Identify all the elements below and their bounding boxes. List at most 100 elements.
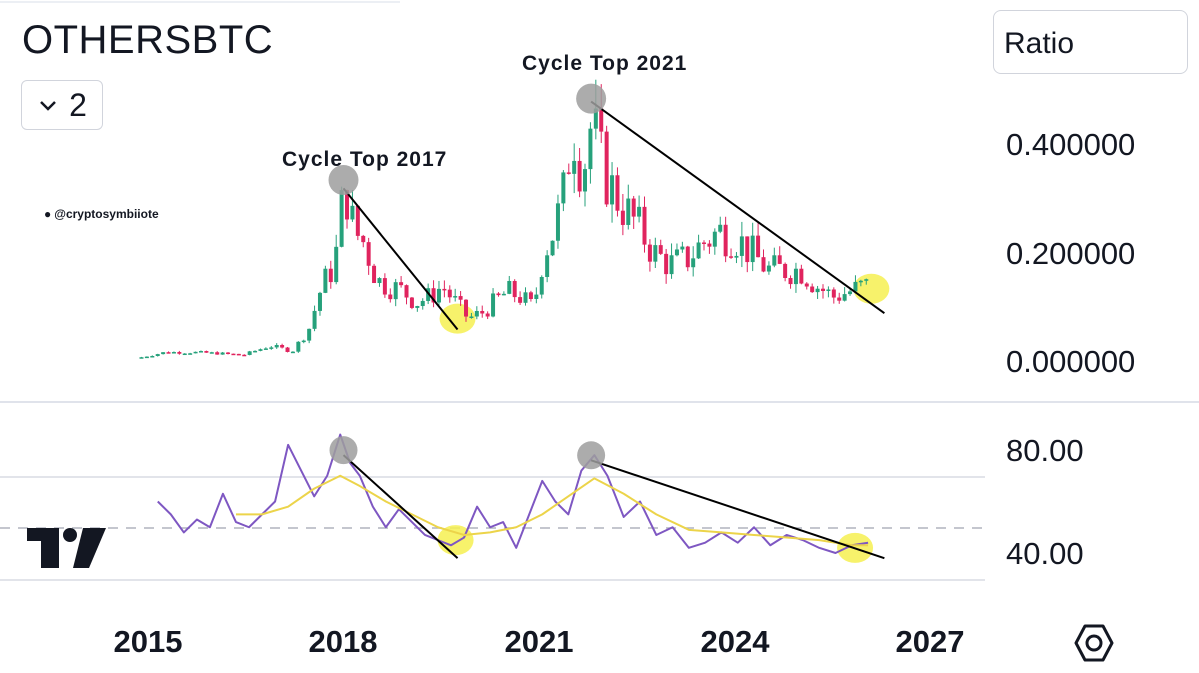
candle-body	[236, 353, 241, 356]
candle-body	[253, 350, 258, 353]
candle-body	[458, 296, 463, 300]
candle-body	[144, 356, 149, 359]
candle-body	[528, 292, 533, 299]
candle-body	[263, 348, 268, 350]
candle-body	[729, 256, 734, 258]
settings-hexagon-icon[interactable]	[1073, 622, 1115, 664]
candle-body	[518, 297, 523, 303]
candle-body	[599, 108, 604, 132]
candle-body	[588, 128, 593, 170]
watermark-text: @cryptosymbiiote	[54, 207, 159, 221]
candle-body	[453, 296, 458, 298]
candle-body	[664, 253, 669, 275]
candle-body	[150, 355, 155, 358]
candle-body	[534, 294, 539, 299]
candle-body	[512, 280, 517, 298]
candle-body	[166, 352, 171, 354]
watermark-icon: ●	[44, 207, 52, 221]
candle-body	[215, 352, 220, 355]
cycle-top-marker	[329, 436, 358, 465]
candle-body	[583, 169, 588, 192]
candle-body	[496, 293, 501, 296]
candle-body	[523, 292, 528, 303]
candle-body	[161, 352, 166, 355]
candle-body	[464, 299, 469, 317]
candle-body	[404, 285, 409, 298]
candle-body	[669, 255, 674, 275]
candle-body	[507, 280, 512, 294]
candle-body	[480, 310, 485, 314]
candle-body	[626, 198, 631, 225]
candle-body	[415, 306, 420, 308]
candle-body	[804, 283, 809, 287]
candle-body	[577, 160, 582, 192]
annotation-cycle-top-2021: Cycle Top 2021	[522, 52, 688, 75]
candle-body	[290, 351, 295, 354]
candle-body	[799, 268, 804, 284]
candle-body	[361, 235, 366, 243]
candle-body	[853, 281, 858, 292]
price-axis-tick: 0.200000	[1006, 236, 1136, 271]
candle-body	[761, 257, 766, 272]
ratio-scale-button[interactable]: Ratio	[993, 10, 1188, 74]
candle-body	[226, 352, 231, 355]
candle-body	[242, 354, 247, 357]
candle-body	[604, 131, 609, 205]
candle-body	[561, 172, 566, 204]
candle-body	[723, 224, 728, 257]
time-axis-tick: 2021	[504, 624, 574, 659]
indicators-collapse-button[interactable]: 2	[21, 80, 103, 130]
time-axis-tick: 2015	[113, 624, 183, 659]
candle-body	[783, 263, 788, 278]
candle-body	[772, 255, 777, 266]
candle-body	[545, 255, 550, 277]
candle-body	[620, 210, 625, 225]
candle-body	[734, 255, 739, 258]
candle-body	[209, 352, 214, 354]
candle-body	[696, 242, 701, 259]
candle-body	[539, 276, 544, 295]
cycle-top-marker	[576, 83, 607, 114]
trendline	[590, 459, 885, 560]
cycle-top-marker	[577, 441, 606, 470]
annotation-cycle-top-2017: Cycle Top 2017	[282, 148, 448, 171]
candle-body	[469, 316, 474, 318]
candle-body	[431, 288, 436, 303]
candle-body	[674, 249, 679, 256]
candle-body	[810, 286, 815, 293]
candle-body	[188, 353, 193, 355]
watermark: ● @cryptosymbiiote	[44, 207, 159, 221]
candle-body	[842, 294, 847, 301]
candle-body	[658, 245, 663, 254]
chevron-down-icon	[40, 101, 56, 111]
candle-body	[399, 282, 404, 286]
candle-body	[182, 353, 187, 356]
time-axis-tick: 2027	[895, 624, 965, 659]
candle-body	[220, 352, 225, 355]
candle-body	[550, 240, 555, 256]
candle-body	[350, 205, 355, 220]
price-pane	[139, 79, 890, 359]
indicator-count: 2	[69, 86, 87, 123]
candle-body	[447, 289, 452, 298]
candle-body	[685, 246, 690, 268]
candle-body	[642, 206, 647, 245]
candle-body	[328, 268, 333, 283]
trendline	[590, 100, 885, 314]
candle-body	[420, 300, 425, 307]
candle-body	[355, 205, 360, 236]
candle-body	[372, 265, 377, 284]
candle-body	[247, 351, 252, 355]
candle-body	[274, 345, 279, 348]
trendline	[342, 454, 459, 559]
candle-body	[393, 282, 398, 300]
trendline	[342, 187, 459, 331]
candle-body	[280, 345, 285, 348]
candle-body	[139, 357, 144, 359]
candle-body	[858, 280, 863, 283]
rsi-ma-line	[235, 474, 869, 547]
candle-body	[637, 206, 642, 217]
candle-body	[285, 347, 290, 352]
candle-body	[572, 160, 577, 174]
